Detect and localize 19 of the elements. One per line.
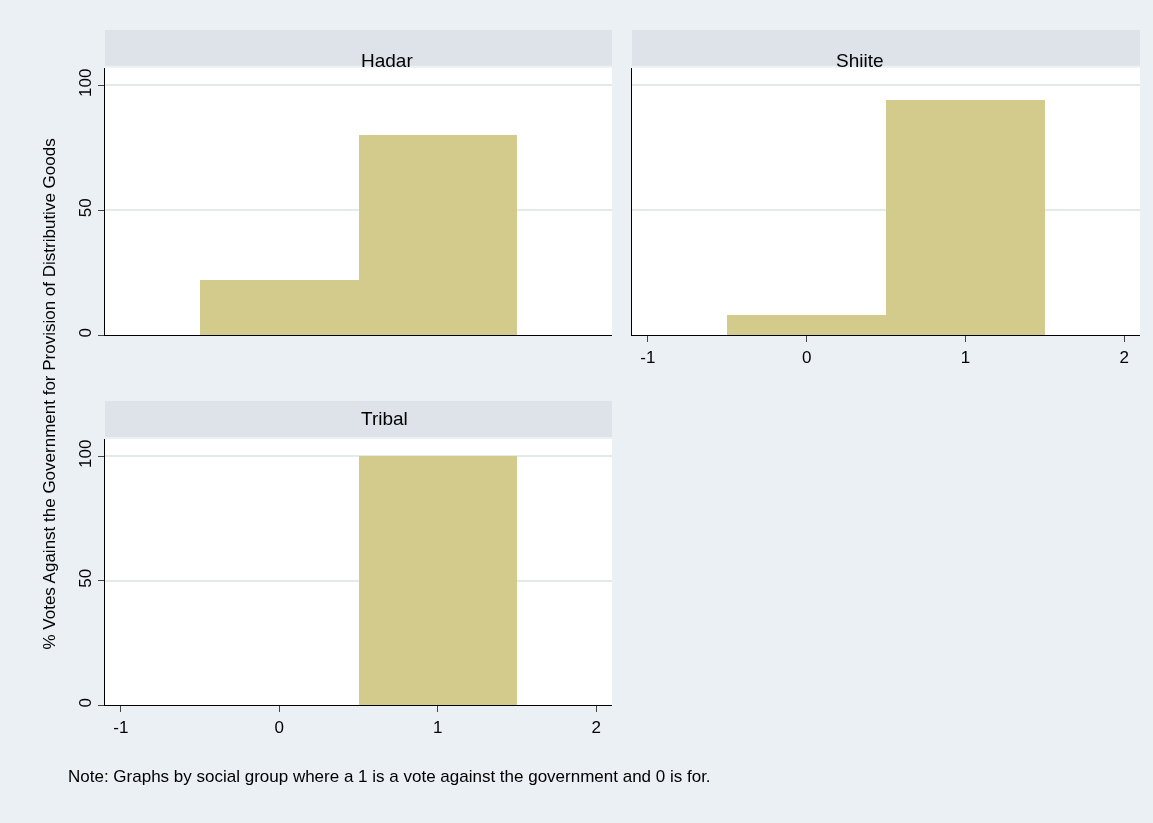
y-tick-label: 0 <box>76 327 96 338</box>
x-tick-label: 2 <box>1119 347 1129 367</box>
y-axis-title: % Votes Against the Government for Provision of Distributive Goods <box>40 138 60 650</box>
chart-title: Tribal <box>361 408 408 429</box>
y-tick-label: 100 <box>76 439 96 468</box>
x-tick-label: -1 <box>640 347 656 367</box>
y-tick-label: 0 <box>76 698 96 708</box>
y-tick-label: 50 <box>76 198 96 218</box>
y-tick-label: 100 <box>76 68 96 97</box>
x-tick-label: 1 <box>960 347 971 367</box>
x-tick-label: 2 <box>591 717 601 737</box>
chart-title: Hadar <box>361 50 414 71</box>
y-tick-label: 50 <box>76 568 96 588</box>
x-tick-label: -1 <box>113 717 129 737</box>
text: Note: Graphs by social group where a 1 is a vote against the government and 0 is for. <box>68 767 711 786</box>
x-tick-label: 0 <box>801 347 812 367</box>
x-tick-label: 0 <box>274 717 285 737</box>
chart-title: Shiite <box>836 50 884 71</box>
x-tick-label: 1 <box>432 717 443 737</box>
